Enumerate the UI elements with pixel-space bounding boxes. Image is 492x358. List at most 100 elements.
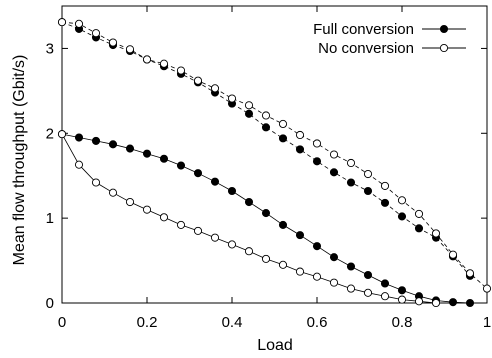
x-tick-label: 0.2 [137, 314, 158, 331]
data-point-no-conversion-lower [312, 272, 322, 281]
data-point-no-conversion-upper [329, 150, 339, 159]
data-point-no-conversion-upper [125, 45, 135, 54]
data-point-no-conversion-lower [74, 160, 84, 169]
data-point-no-conversion-upper [227, 94, 237, 103]
data-point-no-conversion-upper [431, 229, 441, 238]
data-point-no-conversion-lower [363, 288, 373, 297]
data-point-full-conversion-lower [278, 220, 288, 229]
data-point-no-conversion-upper [210, 84, 220, 93]
data-point-no-conversion-upper [312, 139, 322, 148]
data-point-no-conversion-lower [295, 267, 305, 276]
legend: Full conversion No conversion [313, 21, 466, 57]
data-point-full-conversion-lower [108, 140, 118, 149]
legend-label-no-conversion: No conversion [318, 40, 414, 57]
data-point-no-conversion-upper [261, 111, 271, 120]
data-point-no-conversion-lower [431, 298, 441, 308]
legend-marker-no-conversion [439, 43, 449, 53]
data-point-full-conversion-lower [397, 286, 407, 295]
data-point-full-conversion-lower [74, 133, 84, 142]
data-point-no-conversion-upper [244, 101, 254, 110]
data-point-no-conversion-upper [142, 55, 152, 64]
data-point-no-conversion-lower [91, 178, 101, 187]
x-tick-label: 1 [483, 314, 491, 331]
data-point-no-conversion-upper [193, 76, 203, 85]
data-point-full-conversion-lower [244, 197, 254, 207]
plot-border [61, 5, 488, 304]
data-point-full-conversion-upper [278, 134, 288, 143]
data-point-full-conversion-upper [397, 212, 407, 221]
y-tick-label: 0 [46, 295, 54, 312]
data-point-no-conversion-upper [414, 209, 424, 218]
data-point-full-conversion-lower [125, 144, 135, 153]
data-point-no-conversion-upper [346, 158, 356, 168]
y-tick-label: 1 [46, 210, 54, 227]
data-point-no-conversion-lower [397, 295, 407, 304]
x-tick-label: 0 [58, 314, 66, 331]
data-point-no-conversion-lower [125, 197, 135, 207]
data-point-full-conversion-lower [227, 186, 237, 196]
x-tick-label: 0.6 [307, 314, 328, 331]
data-point-no-conversion-lower [193, 226, 203, 235]
data-point-no-conversion-lower [329, 278, 339, 287]
data-point-no-conversion-upper [176, 66, 186, 75]
y-tick-label: 2 [46, 125, 54, 142]
data-point-full-conversion-lower [312, 242, 322, 251]
data-point-no-conversion-upper [380, 181, 390, 190]
data-point-full-conversion-lower [91, 136, 101, 145]
data-point-full-conversion-lower [210, 177, 220, 186]
data-point-no-conversion-upper [278, 119, 288, 129]
data-point-no-conversion-upper [363, 169, 373, 179]
series-line-full-conversion-lower [61, 133, 471, 304]
legend-label-full-conversion: Full conversion [313, 21, 414, 38]
data-point-no-conversion-upper [108, 38, 118, 47]
data-point-full-conversion-lower [448, 298, 458, 307]
data-point-full-conversion-lower [295, 231, 305, 240]
data-point-no-conversion-upper [448, 250, 458, 259]
data-point-full-conversion-lower [193, 169, 203, 178]
data-point-full-conversion-lower [142, 149, 152, 158]
data-point-no-conversion-upper [159, 59, 169, 68]
y-axis-ticks: 0 1 2 3 [46, 40, 487, 312]
data-point-no-conversion-lower [159, 213, 169, 222]
data-point-no-conversion-lower [380, 292, 390, 301]
x-axis-ticks: 0 0.2 0.4 0.6 0.8 1 [58, 6, 491, 331]
data-point-no-conversion-lower [210, 233, 220, 242]
data-point-full-conversion-upper [363, 186, 373, 196]
data-point-no-conversion-upper [295, 130, 305, 140]
data-point-no-conversion-lower [261, 254, 271, 263]
data-point-full-conversion-upper [312, 157, 322, 166]
data-point-no-conversion-upper [74, 19, 84, 28]
plot-frame [61, 5, 488, 304]
data-point-no-conversion-upper [482, 284, 492, 293]
data-point-full-conversion-upper [380, 198, 390, 207]
data-point-no-conversion-lower [414, 297, 424, 306]
y-tick-label: 3 [46, 40, 54, 57]
x-tick-label: 0.4 [222, 314, 243, 331]
data-point-no-conversion-lower [244, 247, 254, 256]
data-point-no-conversion-upper [465, 269, 475, 278]
data-point-full-conversion-upper [261, 123, 271, 132]
data-point-full-conversion-upper [329, 168, 339, 177]
data-point-no-conversion-lower [227, 240, 237, 249]
data-point-no-conversion-lower [108, 188, 118, 197]
data-point-no-conversion-lower [346, 284, 356, 293]
data-point-full-conversion-lower [465, 298, 475, 308]
data-point-full-conversion-upper [295, 145, 305, 154]
series-layer [57, 18, 492, 308]
data-point-full-conversion-lower [363, 270, 373, 280]
data-point-full-conversion-upper [244, 109, 254, 118]
data-point-no-conversion-lower [278, 260, 288, 269]
data-point-full-conversion-upper [346, 178, 356, 187]
data-point-no-conversion-lower [176, 220, 186, 229]
data-point-no-conversion-lower [142, 205, 152, 214]
data-point-full-conversion-lower [380, 279, 390, 288]
data-point-no-conversion-lower [57, 130, 67, 139]
series-line-full-conversion-upper [61, 21, 471, 277]
y-axis-label: Mean flow throughput (Gbit/s) [11, 55, 28, 266]
data-point-full-conversion-lower [329, 253, 339, 262]
x-axis-label: Load [257, 337, 293, 354]
data-point-no-conversion-upper [91, 29, 101, 38]
x-tick-label: 0.8 [392, 314, 413, 331]
series-line-no-conversion-upper [61, 21, 488, 289]
